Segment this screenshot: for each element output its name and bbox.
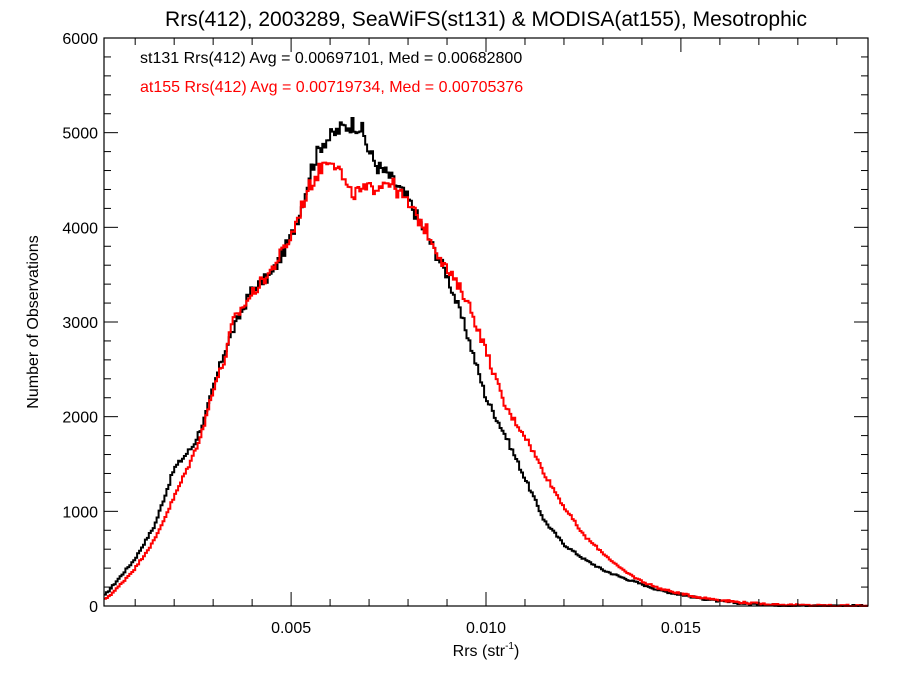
y-tick-label: 6000 [62, 31, 98, 48]
series-group [104, 117, 868, 607]
x-tick-label: 0.015 [661, 620, 701, 637]
y-tick-label: 0 [89, 599, 98, 616]
x-axis-label-close: ) [514, 643, 519, 660]
plot-frame [103, 37, 869, 607]
y-tick-label: 1000 [62, 504, 98, 521]
y-tick-label: 3000 [62, 315, 98, 332]
y-tick-label: 4000 [62, 220, 98, 237]
y-tick-label: 5000 [62, 126, 98, 143]
x-axis-label: Rrs (str-1) [453, 641, 520, 660]
x-axis: 0.005 0.010 0.015 [134, 38, 838, 637]
x-axis-label-main: Rrs (str [453, 643, 506, 660]
annotation-at155: at155 Rrs(412) Avg = 0.00719734, Med = 0… [140, 79, 523, 96]
x-tick-label: 0.010 [466, 620, 506, 637]
series-line-0 [104, 117, 868, 607]
x-tick-label: 0.005 [271, 620, 311, 637]
x-axis-label-sup: -1 [505, 641, 514, 652]
y-tick-label: 2000 [62, 410, 98, 427]
series-line-1 [104, 161, 868, 607]
y-axis: 0 1000 2000 3000 4000 5000 6000 [62, 31, 868, 616]
y-axis-label: Number of Observations [25, 235, 42, 408]
chart-title: Rrs(412), 2003289, SeaWiFS(st131) & MODI… [165, 8, 807, 31]
annotation-st131: st131 Rrs(412) Avg = 0.00697101, Med = 0… [140, 50, 522, 67]
